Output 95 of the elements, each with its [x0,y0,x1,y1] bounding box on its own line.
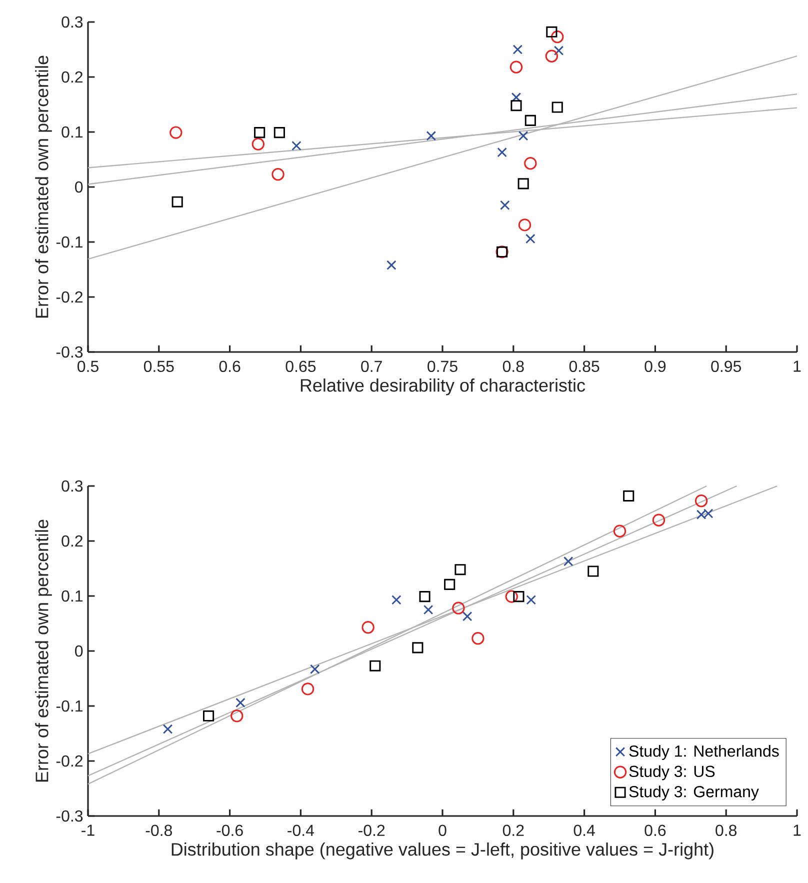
point [301,682,314,696]
point [554,46,564,56]
point [546,26,558,38]
point [512,44,523,54]
point [370,660,381,672]
y-tick-label: -0.2 [56,291,82,303]
x-tick-label: 0.8 [716,824,737,836]
point [202,710,214,722]
point [274,127,285,138]
y-tick-label: -0.3 [56,346,83,358]
y-tick-label: 0.2 [62,71,82,83]
point [524,114,536,126]
x-tick-label: -0.8 [146,824,172,836]
y-tick-label: 0.1 [62,126,83,138]
point [172,196,183,208]
legend-label: Study 3: Germany [629,786,759,800]
x-tick-label: 1 [794,824,801,836]
x-tick-label: 0.75 [428,360,458,372]
point [423,604,434,615]
x-tick-label: -1 [82,824,94,836]
point [472,632,484,645]
point [526,234,536,244]
point [252,138,264,150]
point [254,127,266,138]
x-tick-label: 0.9 [644,360,666,372]
x-tick-label: -0.6 [216,824,243,836]
point [162,724,173,734]
x-tick-label: 0.85 [569,360,600,372]
x-axis-title: Distribution shape (negative values = J-left, positive values = J-right) [172,842,714,860]
point [292,140,302,151]
point [426,130,436,141]
y-tick-label: 0.3 [62,480,83,492]
point [386,260,396,270]
point [454,564,466,576]
x-tick-label: 1 [794,360,801,372]
point [526,594,536,605]
x-tick-label: 0 [438,824,446,836]
x-tick-label: 0.8 [502,360,524,372]
point [419,591,430,602]
point [510,60,523,74]
point [444,578,456,590]
point [588,566,599,577]
x-tick-label: 0.6 [644,824,666,836]
x-tick-label: 0.2 [502,824,524,836]
x-tick-label: 0.55 [144,360,174,372]
point [462,611,472,622]
legend-label: Study 1: Netherlands [629,745,779,760]
point [500,200,510,210]
y-tick-label: 0.3 [62,16,83,28]
point [452,602,465,614]
point [412,642,424,654]
y-tick-label: 0.2 [62,535,82,547]
point [511,92,522,102]
point [230,710,244,722]
point [551,30,564,44]
x-tick-label: 0.6 [219,360,240,372]
y-tick-label: -0.1 [56,700,83,712]
point [510,100,522,112]
point [310,664,320,674]
point [552,102,563,113]
x-tick-label: 0.65 [286,360,316,372]
x-tick-label: 0.7 [361,360,382,372]
point [623,490,634,502]
x-axis-title: Relative desirability of characteristic [300,378,586,396]
point [563,556,574,566]
point [652,514,666,526]
x-tick-label: -0.4 [288,824,314,836]
point [505,590,518,603]
point [518,218,532,232]
y-tick-label: -0.3 [56,810,83,822]
point [392,594,402,605]
y-tick-label: -0.1 [56,236,83,248]
point [518,130,528,141]
point [497,147,507,158]
point [236,698,246,708]
x-tick-label: -0.2 [358,824,385,836]
y-tick-label: 0.1 [62,590,83,602]
point [524,157,537,170]
y-axis-title: Error of estimated own percentile [35,56,52,318]
y-tick-label: -0.2 [56,755,82,767]
point [545,50,558,62]
point [513,591,524,602]
y-axis-title: Error of estimated own percentile [35,520,52,782]
point [272,168,284,181]
legend-label: Study 3: US [629,765,715,780]
x-tick-label: 0.5 [78,360,98,372]
y-tick-label: 0 [75,181,83,193]
point [362,621,374,634]
point [694,494,708,508]
point [170,126,182,139]
point [613,524,626,538]
x-tick-label: 0.4 [574,824,595,836]
y-tick-label: 0 [75,645,83,657]
x-tick-label: 0.95 [711,360,741,372]
point [518,178,529,190]
